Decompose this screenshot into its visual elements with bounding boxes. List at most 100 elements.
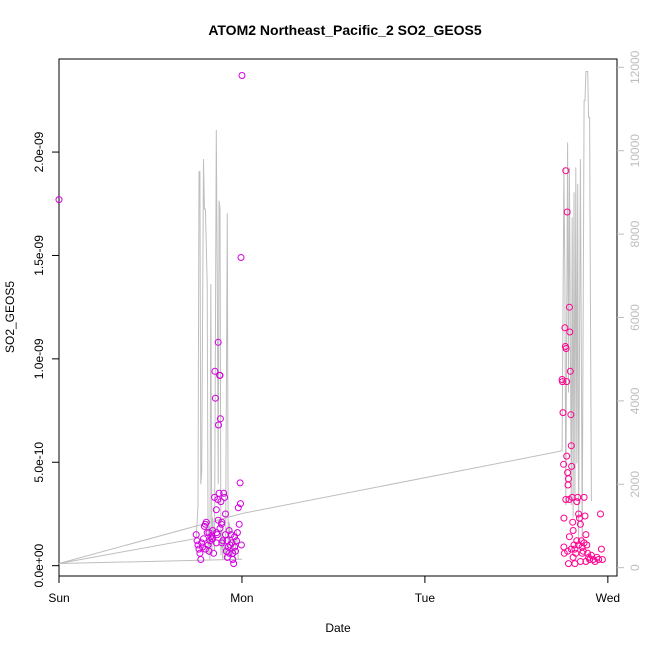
y2-tick-label: 4000: [628, 387, 642, 414]
data-point: [216, 415, 224, 423]
data-point: [564, 547, 572, 555]
data-point: [580, 539, 588, 547]
y2-tick-label: 8000: [628, 220, 642, 247]
data-point: [200, 535, 207, 543]
data-point: [234, 504, 242, 512]
plot-frame: [58, 58, 618, 577]
x-tick-label: Wed: [596, 591, 620, 605]
data-point: [559, 378, 566, 386]
data-point: [580, 493, 588, 501]
y-tick-label: 2.0e-09: [32, 131, 46, 172]
y-tick-label: 5.0e-10: [32, 442, 46, 483]
data-point: [238, 72, 246, 79]
data-point: [582, 558, 590, 565]
data-point: [582, 531, 590, 539]
data-point: [214, 338, 222, 346]
data-point: [209, 527, 217, 534]
data-point: [565, 303, 573, 311]
data-point: [227, 531, 235, 539]
data-point: [212, 539, 220, 547]
data-point: [233, 537, 240, 545]
data-point: [211, 394, 219, 402]
data-point: [562, 345, 570, 352]
data-point: [235, 520, 243, 528]
data-point: [562, 496, 570, 503]
data-point: [567, 545, 575, 553]
data-point: [568, 462, 576, 470]
data-point: [237, 541, 245, 549]
data-point: [565, 533, 573, 541]
data-point: [196, 549, 204, 557]
data-point: [217, 498, 225, 506]
data-point: [563, 378, 571, 386]
data-point: [222, 510, 229, 518]
data-point: [197, 556, 205, 563]
data-point: [221, 493, 229, 501]
data-point: [220, 489, 228, 497]
data-point: [562, 167, 570, 175]
x-tick-label: Tue: [415, 591, 436, 605]
data-point: [226, 541, 234, 549]
data-point: [569, 527, 577, 534]
data-point: [567, 442, 575, 450]
data-point: [231, 543, 239, 551]
data-point: [591, 558, 599, 565]
data-point: [561, 324, 569, 332]
x-tick-label: Sun: [48, 591, 69, 605]
data-point: [205, 529, 213, 537]
data-point: [225, 527, 233, 534]
data-point: [216, 371, 224, 379]
data-point: [560, 514, 568, 522]
data-point: [231, 533, 239, 541]
data-point: [194, 541, 202, 549]
data-point: [581, 512, 589, 520]
y-tick-label: 1.5e-09: [32, 235, 46, 276]
data-point: [214, 516, 222, 524]
data-point: [573, 537, 581, 545]
y-axis-left: 0.0e+00 5.0e-10 1.0e-09 1.5e-09 2.0e-09: [32, 131, 59, 588]
chart-title: ATOM2 Northeast_Pacific_2 SO2_GEOS5: [208, 22, 482, 38]
data-point: [563, 452, 571, 460]
data-point: [212, 506, 220, 514]
data-point: [565, 475, 572, 483]
data-point: [566, 328, 574, 336]
data-point: [201, 545, 209, 553]
data-point: [237, 254, 245, 261]
data-point: [225, 549, 233, 557]
data-point: [578, 549, 586, 557]
data-point: [215, 421, 222, 429]
data-point: [209, 535, 217, 543]
data-point: [563, 208, 571, 216]
y2-tick-label: 2000: [628, 471, 642, 498]
data-point: [566, 367, 574, 375]
points-layer: [55, 72, 606, 568]
data-point: [198, 539, 206, 547]
data-point: [219, 537, 227, 545]
data-point: [576, 520, 584, 528]
y-axis-label: SO2_GEOS5: [3, 281, 17, 353]
x-axis: Sun Mon Tue Wed: [48, 576, 620, 605]
altitude-line: [58, 71, 592, 564]
data-point: [573, 498, 581, 506]
data-point: [210, 549, 218, 557]
data-point: [213, 531, 221, 539]
x-axis-label: Date: [325, 621, 351, 635]
data-point: [229, 549, 237, 557]
data-point: [216, 524, 224, 532]
data-point: [571, 545, 579, 553]
data-point: [569, 553, 577, 561]
data-point: [202, 518, 210, 526]
data-point: [223, 553, 231, 561]
data-point: [559, 409, 567, 417]
data-point: [55, 196, 63, 204]
altitude-line-layer: [58, 71, 592, 564]
y2-tick-label: 12000: [628, 50, 642, 84]
y-tick-label: 0.0e+00: [32, 543, 46, 587]
data-point: [597, 510, 604, 518]
data-point: [230, 560, 238, 568]
data-point: [237, 500, 244, 508]
y-tick-label: 1.0e-09: [32, 338, 46, 379]
data-point: [567, 411, 575, 419]
data-point: [569, 518, 577, 526]
